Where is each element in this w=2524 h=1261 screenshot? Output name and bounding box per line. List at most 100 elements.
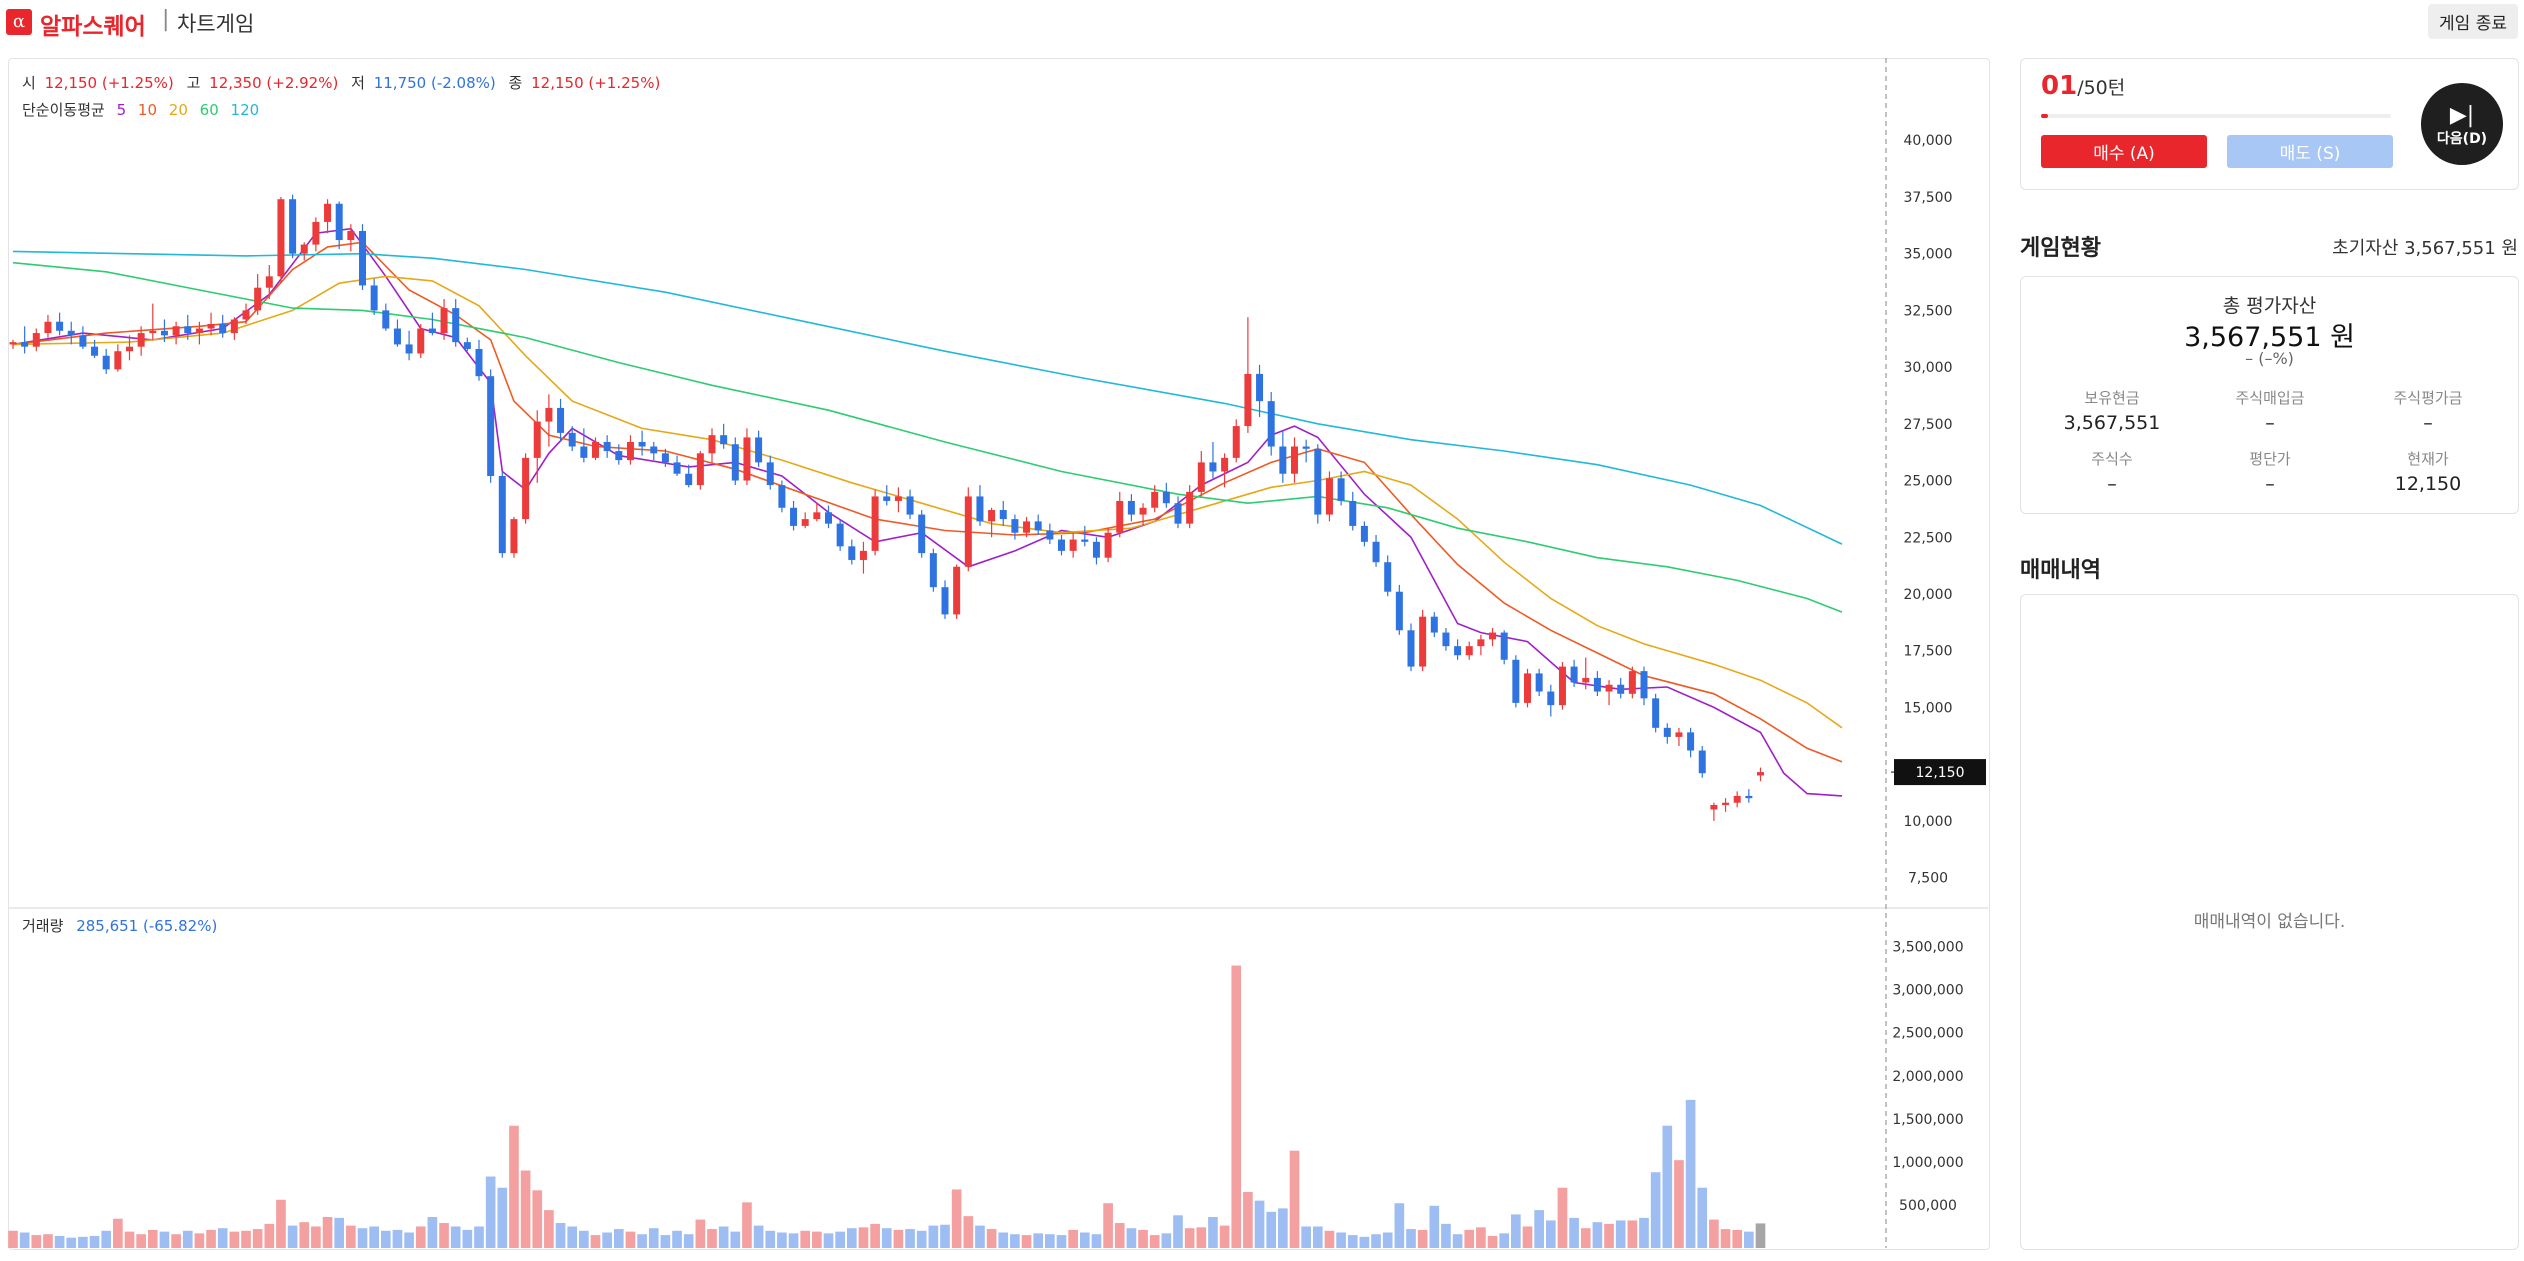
- volume-bar: [1312, 1226, 1323, 1248]
- volume-bar: [1359, 1236, 1370, 1248]
- volume-bar: [858, 1227, 869, 1248]
- candle-body: [1058, 539, 1065, 551]
- stat-label: 현재가: [2407, 450, 2449, 468]
- volume-bar: [1592, 1222, 1603, 1248]
- trade-history-card: 매매내역이 없습니다.: [2020, 594, 2519, 1250]
- volume-bar: [1347, 1235, 1358, 1248]
- volume-bar: [54, 1235, 65, 1248]
- volume-bar: [1196, 1227, 1207, 1248]
- volume-bar: [846, 1228, 857, 1248]
- candle-body: [1628, 671, 1636, 694]
- candle-body: [1139, 507, 1147, 515]
- candle-body: [941, 587, 949, 615]
- candle-body: [603, 441, 611, 452]
- sell-button[interactable]: 매도 (S): [2227, 135, 2393, 168]
- candle-body: [475, 348, 483, 377]
- volume-bar: [916, 1230, 927, 1248]
- candle-body: [1570, 666, 1578, 683]
- turn-progress-bar: [2041, 114, 2391, 118]
- volume-bar: [1511, 1214, 1521, 1248]
- brand-name[interactable]: 알파스퀘어: [40, 14, 146, 40]
- volume-bar: [229, 1231, 240, 1248]
- volume-bar: [602, 1232, 612, 1248]
- ma-20-label: 20: [169, 101, 188, 119]
- candle-body: [452, 308, 460, 343]
- price-tick-label: 35,000: [1904, 247, 1953, 263]
- skip-next-icon: ▶|: [2449, 103, 2475, 128]
- volume-bar: [1243, 1192, 1253, 1248]
- turn-counter: 01/50턴: [2041, 71, 2125, 101]
- candle-body: [615, 451, 623, 461]
- candle-body: [522, 457, 530, 520]
- stat-label: 보유현금: [2084, 389, 2140, 407]
- candle-body: [638, 441, 646, 447]
- next-turn-label: 다음(D): [2436, 131, 2488, 147]
- candle-body: [766, 462, 774, 486]
- candle-body: [1034, 521, 1042, 531]
- ma-20-line: [12, 275, 1843, 729]
- volume-bar: [1126, 1228, 1137, 1248]
- stat-purchase-amount: 주식매입금 –: [2191, 387, 2349, 434]
- volume-bar: [89, 1235, 100, 1248]
- volume-bar: [78, 1236, 88, 1248]
- candle-body: [1407, 630, 1415, 667]
- buy-button[interactable]: 매수 (A): [2041, 135, 2207, 168]
- candle-body: [720, 435, 728, 445]
- end-game-button[interactable]: 게임 종료: [2428, 4, 2518, 39]
- volume-bar: [1091, 1234, 1102, 1248]
- volume-tick-label: 1,000,000: [1892, 1155, 1963, 1171]
- candle-body: [242, 310, 250, 320]
- low-label: 저: [351, 74, 365, 92]
- volume-tick-label: 1,500,000: [1892, 1112, 1963, 1128]
- volume-bar: [1266, 1211, 1277, 1248]
- volume-bar: [1149, 1235, 1160, 1248]
- candle-body: [1512, 659, 1520, 703]
- candle-body: [1186, 491, 1194, 524]
- history-title: 매매내역: [2020, 558, 2101, 583]
- volume-bar: [1487, 1235, 1498, 1248]
- candle-body: [1430, 616, 1438, 633]
- candle-body: [650, 446, 658, 454]
- stat-label: 주식평가금: [2393, 389, 2463, 407]
- candle-body: [1081, 539, 1089, 542]
- close-value: 12,150 (+1.25%): [531, 74, 660, 92]
- logo-icon[interactable]: α: [6, 9, 32, 35]
- candle-body: [918, 514, 926, 554]
- page-title: 차트게임: [177, 12, 255, 36]
- volume-bar: [905, 1229, 915, 1248]
- candle-body: [149, 330, 157, 334]
- next-turn-button[interactable]: ▶| 다음(D): [2421, 83, 2503, 165]
- volume-bar: [1068, 1229, 1078, 1248]
- volume-bar: [1231, 965, 1242, 1248]
- volume-bar: [264, 1223, 275, 1248]
- volume-tick-label: 3,500,000: [1892, 940, 1963, 956]
- candle-body: [1489, 632, 1497, 640]
- title-separator: |: [162, 7, 170, 32]
- ma-legend-label: 단순이동평균: [22, 101, 105, 119]
- candle-body: [1104, 532, 1112, 558]
- volume-bar: [707, 1229, 717, 1248]
- candle-body: [1524, 673, 1531, 703]
- volume-bar: [881, 1228, 892, 1248]
- volume-bar: [683, 1234, 694, 1248]
- volume-bar: [43, 1234, 53, 1248]
- chart-panel[interactable]: [8, 58, 1990, 1250]
- candle-body: [557, 407, 565, 433]
- candle-body: [312, 221, 320, 245]
- candle-body: [1745, 795, 1753, 799]
- volume-bar: [194, 1233, 205, 1248]
- volume-label: 거래량: [22, 917, 64, 935]
- volume-bar: [951, 1189, 962, 1248]
- volume-bar: [31, 1235, 42, 1248]
- stat-value: –: [2423, 412, 2433, 434]
- volume-bar: [311, 1226, 321, 1248]
- candle-body: [790, 507, 798, 526]
- candle-body: [1197, 462, 1205, 492]
- volume-bar: [1476, 1227, 1486, 1248]
- candle-body: [906, 496, 914, 515]
- volume-bar: [1033, 1233, 1044, 1248]
- volume-bar: [497, 1187, 508, 1248]
- volume-bar: [450, 1226, 461, 1248]
- volume-bar: [765, 1230, 776, 1248]
- candlestick-chart[interactable]: 시 12,150 (+1.25%) 고 12,350 (+2.92%) 저 11…: [8, 58, 1988, 1248]
